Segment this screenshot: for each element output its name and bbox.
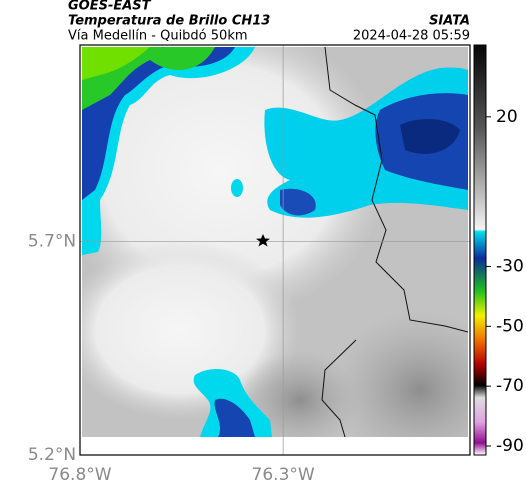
colorbar	[473, 44, 487, 456]
satellite-image	[82, 47, 468, 437]
colorbar-tick-label: -90	[496, 436, 524, 456]
x-tick-label: 76.3°W	[252, 465, 315, 485]
x-tick-label: 76.8°W	[48, 465, 111, 485]
colorbar-tick-label: 20	[496, 107, 518, 127]
station-marker	[256, 234, 270, 247]
image-margin	[82, 437, 468, 455]
timestamp: 2024-04-28 05:59	[353, 29, 470, 44]
colorbar-tick-label: -50	[496, 316, 524, 336]
subtitle: Temperatura de Brillo CH13	[68, 14, 270, 29]
colorbar-tick-label: -70	[496, 376, 524, 396]
y-tick-label: 5.2°N	[28, 445, 76, 465]
colorbar-ticks: 20 -30 -50 -70 -90	[486, 107, 524, 456]
source: SIATA	[429, 14, 470, 29]
map-frame	[79, 44, 471, 456]
y-tick-label: 5.7°N	[28, 231, 76, 251]
title: GOES-EAST	[68, 0, 152, 14]
colorbar-tick-label: -30	[496, 256, 524, 276]
caption: Vía Medellín - Quibdó 50km	[68, 29, 248, 44]
